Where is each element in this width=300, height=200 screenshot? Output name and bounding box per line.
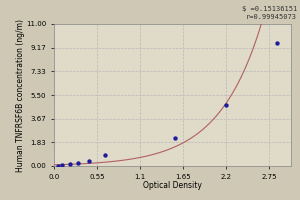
Point bbox=[275, 42, 280, 45]
Y-axis label: Human TNFRSF6B concentration (ng/m): Human TNFRSF6B concentration (ng/m) bbox=[16, 19, 25, 171]
Point bbox=[67, 162, 72, 166]
Point bbox=[56, 164, 60, 167]
Point bbox=[173, 137, 178, 140]
Point bbox=[224, 104, 229, 107]
Text: $ =0.15136151
r=0.99945073: $ =0.15136151 r=0.99945073 bbox=[242, 6, 297, 20]
Point bbox=[75, 162, 80, 165]
Point bbox=[59, 163, 64, 167]
X-axis label: Optical Density: Optical Density bbox=[143, 181, 202, 190]
Point bbox=[87, 159, 92, 163]
Point bbox=[103, 153, 107, 156]
